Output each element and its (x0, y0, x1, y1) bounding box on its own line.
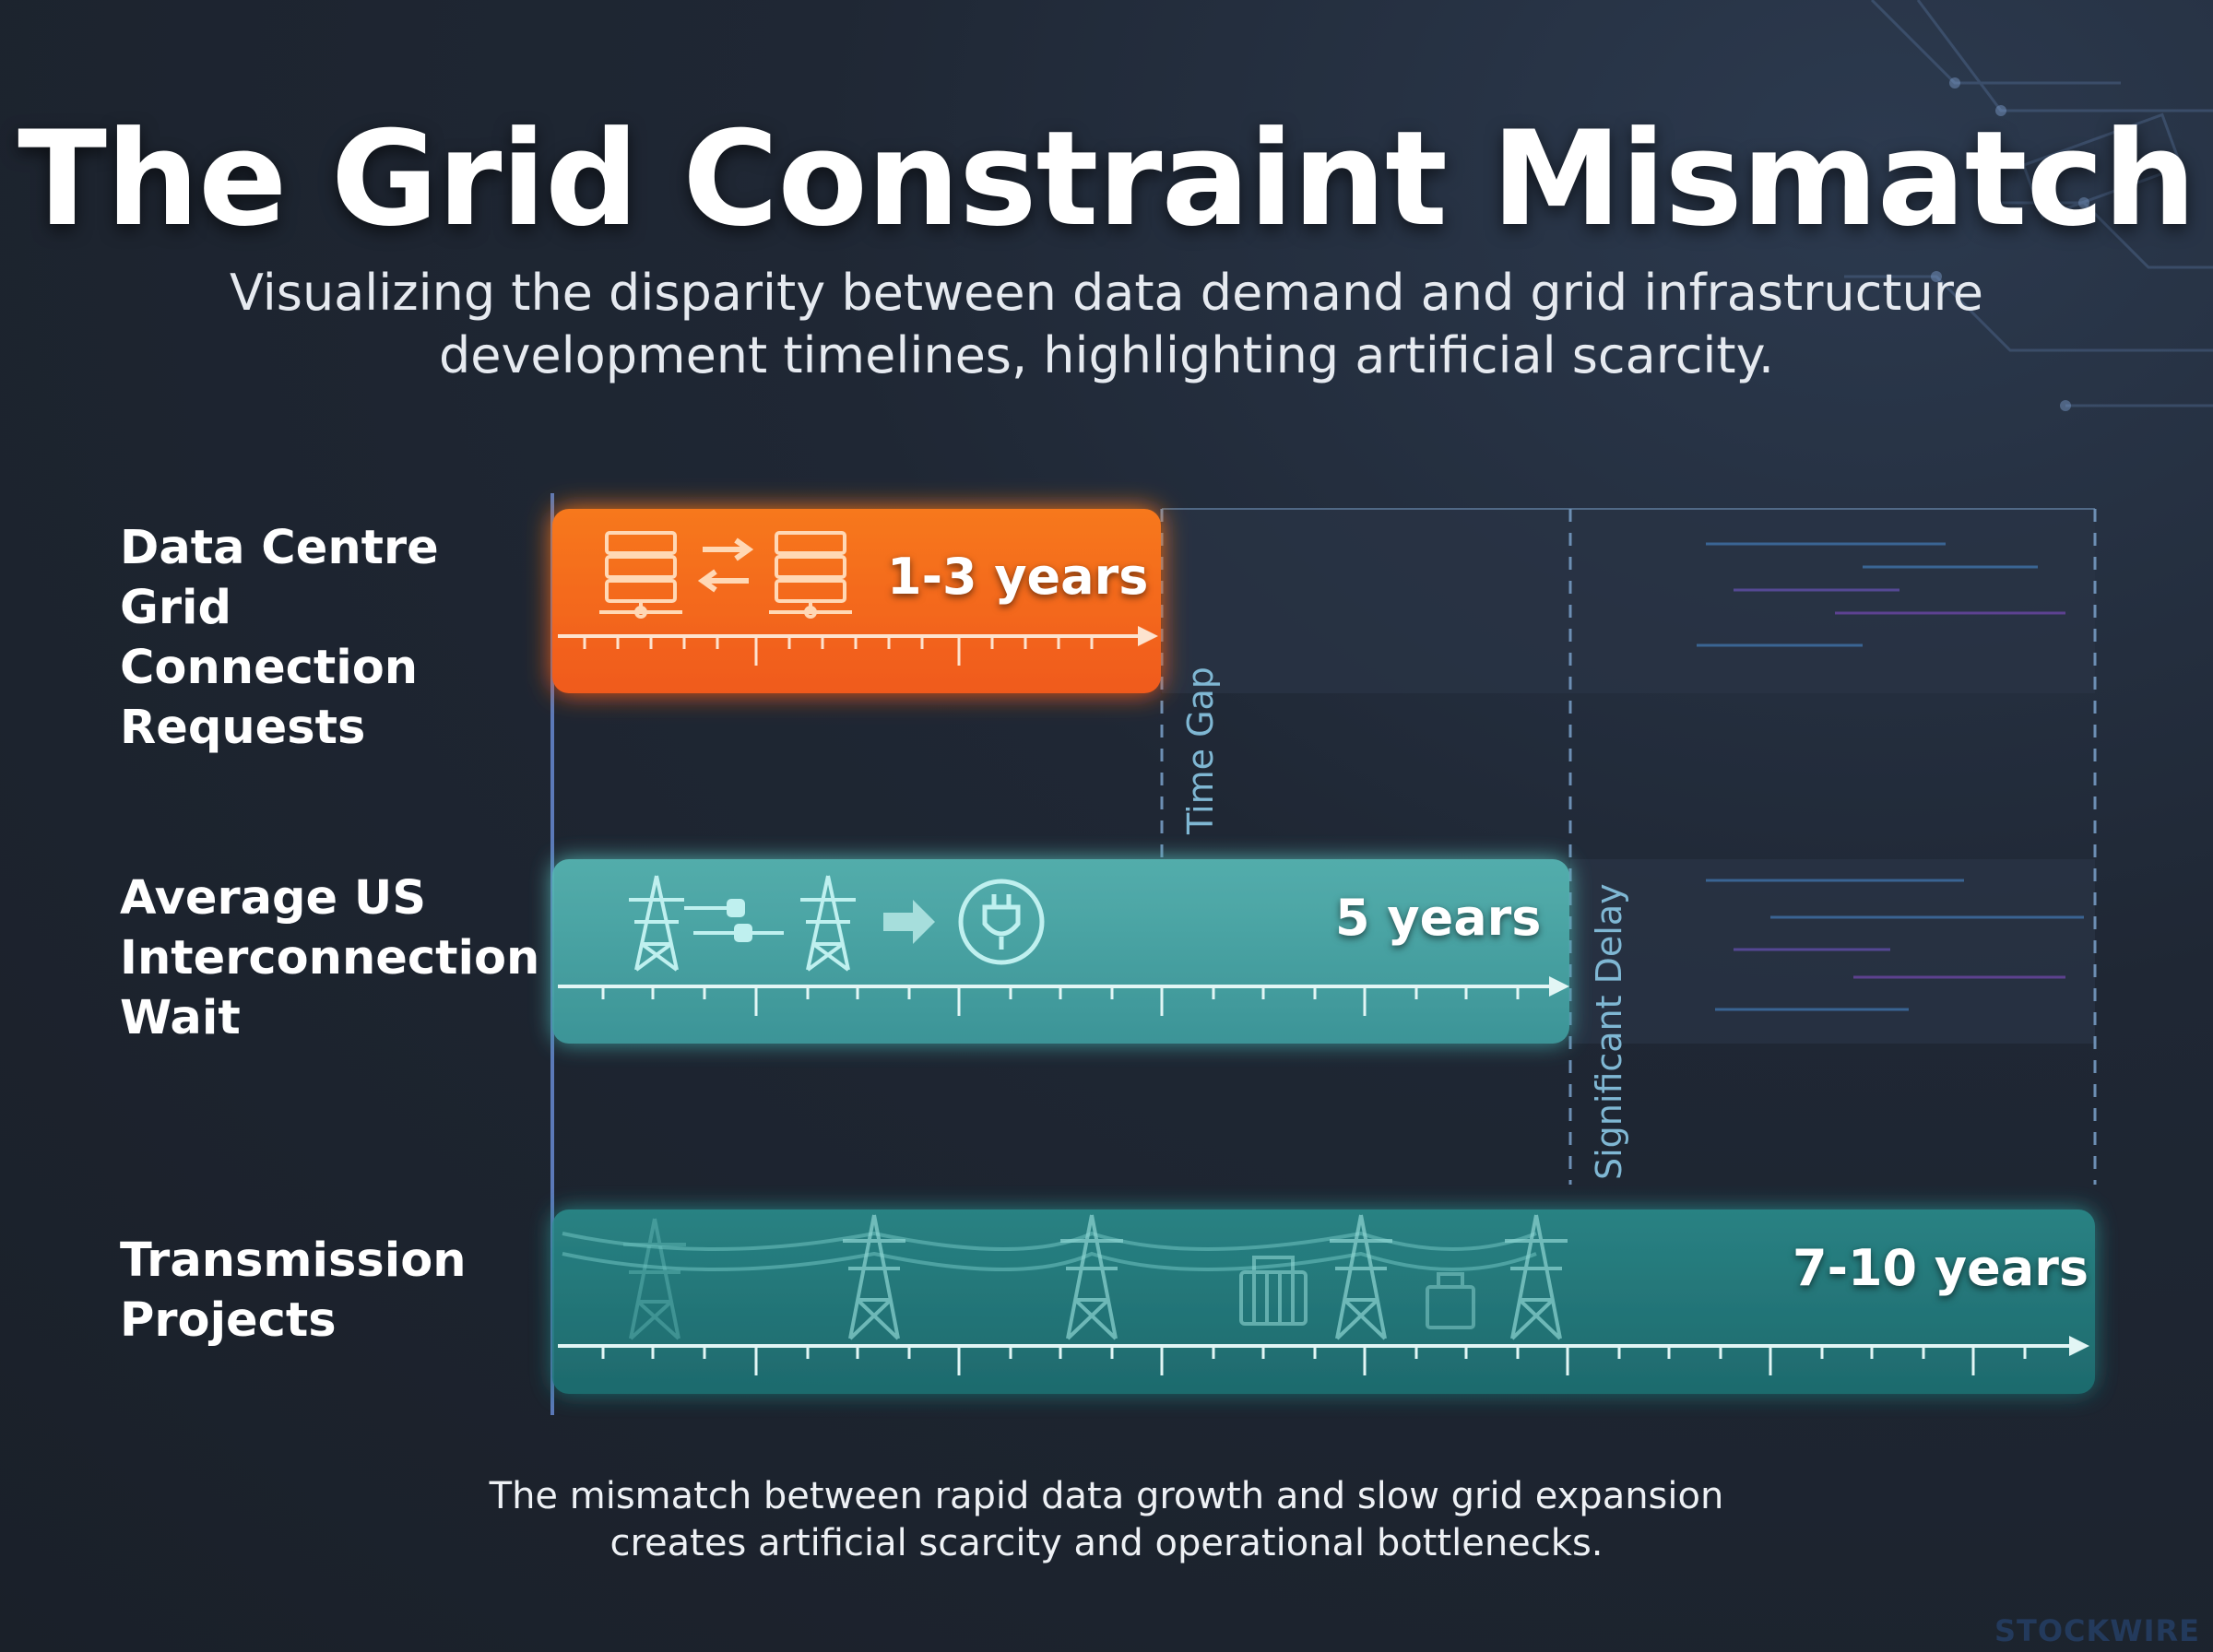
transmission-tower-icon (1330, 1214, 1392, 1340)
footer-caption: The mismatch between rapid data growth a… (489, 1475, 1724, 1564)
row-label-transmission-projects: Transmission Projects (120, 1233, 467, 1348)
time-gap-label: Time Gap (1180, 667, 1221, 834)
ticks-row1 (583, 636, 1094, 666)
duration-label-row2: 5 years (1335, 889, 1542, 947)
plug-connector-icon (684, 899, 784, 942)
transmission-tower-icon (623, 1218, 686, 1340)
ghost-panel-row1 (1162, 509, 2095, 693)
ticks-row2 (601, 986, 1520, 1016)
transmission-tower-icon (1505, 1214, 1568, 1340)
page-title: The Grid Constraint Mismatch (18, 103, 2196, 255)
bar-transmission-projects (552, 1210, 2095, 1394)
arrow-right-icon (883, 900, 935, 944)
circuit-decoration (1844, 0, 2213, 407)
bar-us-interconnection-wait (552, 859, 1569, 1044)
transmission-tower-icon (629, 875, 684, 972)
bar-data-centre-requests (552, 509, 1161, 693)
server-icon (599, 531, 682, 619)
row-label-data-centre: Data Centre Grid Connection Requests (120, 521, 439, 755)
ghost-panel-row2 (1570, 859, 2095, 1044)
significant-delay-label: Significant Delay (1589, 883, 1629, 1180)
duration-label-row3: 7-10 years (1793, 1239, 2089, 1297)
page-subtitle: Visualizing the disparity between data d… (230, 264, 1983, 384)
brand-logo: STOCKWIRE (1994, 1613, 2200, 1648)
server-icon (769, 531, 852, 619)
power-plug-icon (958, 879, 1045, 965)
transmission-tower-icon (1060, 1214, 1123, 1340)
exchange-arrows-icon (697, 537, 754, 593)
transformer-icon (1426, 1272, 1475, 1329)
transformer-icon (1239, 1256, 1308, 1326)
transmission-tower-icon (843, 1214, 905, 1340)
row-label-us-interconnection: Average US Interconnection Wait (120, 871, 540, 1045)
duration-label-row1: 1-3 years (887, 548, 1149, 606)
transmission-tower-icon (800, 875, 856, 972)
ticks-row3 (601, 1346, 2027, 1375)
